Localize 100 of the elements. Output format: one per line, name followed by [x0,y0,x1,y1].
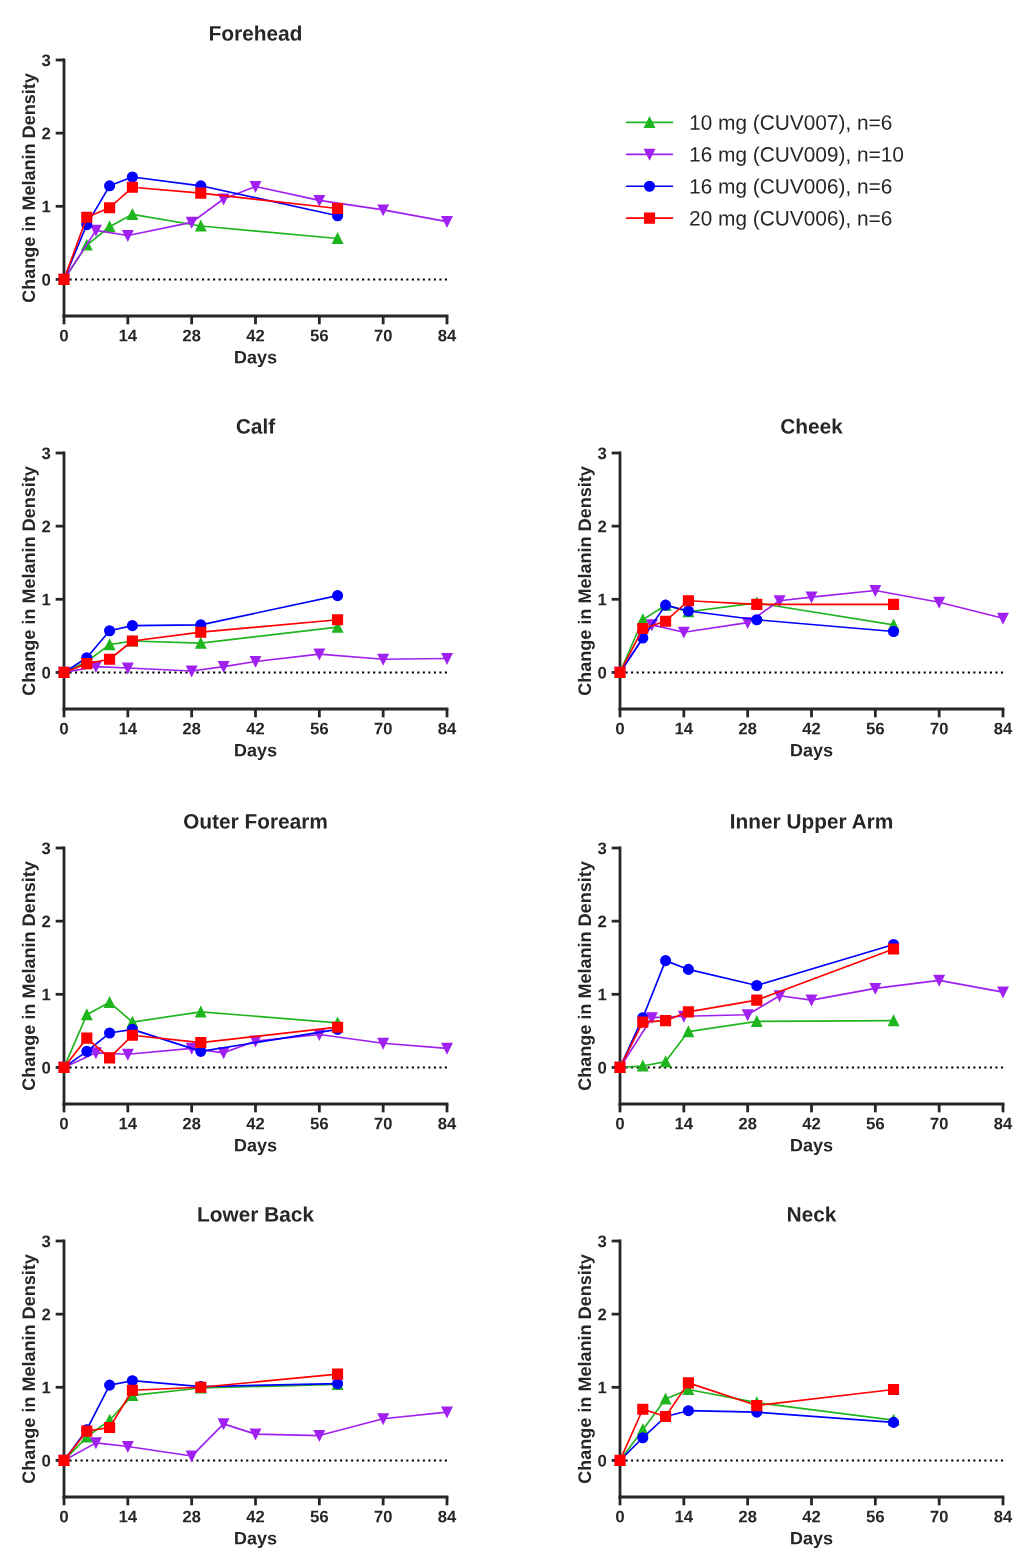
x-tick-label: 56 [310,1117,328,1130]
legend-label: 16 mg (CUV009), n=10 [690,146,904,166]
x-tick-label: 84 [438,1117,457,1130]
x-tick-label: 0 [60,1117,68,1130]
y-tick-label: 1 [42,200,51,213]
legend-label: 20 mg (CUV006), n=6 [690,210,892,230]
x-tick-label: 0 [616,1510,624,1523]
y-tick-label: 1 [42,988,51,1001]
x-tick-label: 14 [119,1117,138,1130]
y-tick-label: 3 [597,447,607,460]
y-tick-label: 3 [41,447,51,460]
legend-label: 10 mg (CUV007), n=6 [690,114,892,135]
y-tick-label: 1 [598,1381,607,1394]
y-tick-label: 3 [41,54,51,67]
chart-title: Forehead [210,25,302,41]
x-tick-label: 42 [246,722,265,735]
y-axis-title: Change in Melanin Density [577,861,595,1091]
y-axis-title: Change in Melanin Density [21,466,39,696]
x-tick-label: 28 [182,1510,201,1523]
x-tick-label: 70 [930,1510,948,1523]
y-tick-label: 0 [42,273,51,286]
y-tick-label: 0 [42,1454,51,1467]
y-axis-title: Change in Melanin Density [21,73,39,303]
x-tick-label: 84 [438,722,457,735]
x-tick-label: 42 [246,329,265,342]
chart-title: Neck [787,1206,837,1222]
y-tick-label: 1 [598,593,607,606]
y-tick-label: 0 [598,1454,607,1467]
x-tick-label: 56 [310,329,328,342]
x-tick-label: 0 [616,1117,624,1130]
x-tick-label: 14 [675,1117,694,1130]
y-tick-label: 3 [597,842,607,855]
x-tick-label: 42 [802,1510,821,1523]
x-tick-label: 28 [182,329,201,342]
x-tick-label: 56 [310,722,328,735]
x-axis-title: Days [791,743,833,761]
x-tick-label: 14 [675,1510,694,1523]
y-tick-label: 2 [42,1308,51,1321]
x-tick-label: 0 [60,1510,68,1523]
x-tick-label: 28 [182,1117,201,1130]
y-tick-label: 1 [42,593,51,606]
y-tick-label: 3 [41,1235,51,1248]
x-tick-label: 84 [994,1117,1013,1130]
x-tick-label: 0 [616,722,624,735]
x-axis-title: Days [235,1138,277,1156]
y-axis-title: Change in Melanin Density [577,466,595,696]
x-axis-title: Days [791,1138,833,1156]
x-tick-label: 42 [246,1117,265,1130]
y-tick-label: 2 [42,520,51,533]
legend-label: 16 mg (CUV006), n=6 [690,178,892,198]
x-tick-label: 28 [738,722,757,735]
x-tick-label: 28 [182,722,201,735]
x-tick-label: 14 [119,1510,138,1523]
x-tick-label: 84 [994,1510,1013,1523]
y-tick-label: 3 [41,842,51,855]
y-tick-label: 2 [42,127,51,140]
x-axis-title: Days [791,1531,833,1549]
y-axis-title: Change in Melanin Density [21,861,39,1091]
x-tick-label: 70 [374,722,392,735]
x-tick-label: 56 [866,722,884,735]
x-tick-label: 42 [246,1510,265,1523]
x-tick-label: 56 [310,1510,328,1523]
x-tick-label: 56 [866,1117,884,1130]
y-tick-label: 0 [42,666,51,679]
x-axis-title: Days [235,1531,277,1549]
chart-title: Calf [236,418,276,434]
y-axis-title: Change in Melanin Density [577,1254,595,1484]
y-tick-label: 1 [598,988,607,1001]
x-tick-label: 14 [119,329,138,342]
x-tick-label: 70 [374,329,392,342]
x-tick-label: 84 [438,1510,457,1523]
chart-title: Outer Forearm [184,814,327,829]
y-tick-label: 3 [597,1235,607,1248]
x-tick-label: 70 [374,1117,392,1130]
y-tick-label: 0 [598,666,607,679]
x-tick-label: 0 [60,329,68,342]
x-tick-label: 70 [930,722,948,735]
y-tick-label: 0 [42,1061,51,1074]
x-tick-label: 70 [374,1510,392,1523]
y-axis-title: Change in Melanin Density [21,1254,39,1484]
x-tick-label: 0 [60,722,68,735]
x-tick-label: 14 [119,722,138,735]
y-tick-label: 0 [598,1061,607,1074]
y-tick-label: 2 [598,520,607,533]
y-tick-label: 2 [42,915,51,928]
y-tick-label: 2 [598,915,607,928]
x-tick-label: 84 [994,722,1013,735]
x-tick-label: 70 [930,1117,948,1130]
x-axis-title: Days [235,350,277,368]
x-tick-label: 84 [438,329,457,342]
x-tick-label: 42 [802,1117,821,1130]
x-tick-label: 56 [866,1510,884,1523]
y-tick-label: 2 [598,1308,607,1321]
x-axis-title: Days [235,743,277,761]
x-tick-label: 28 [738,1117,757,1130]
chart-title: Lower Back [198,1206,314,1222]
x-tick-label: 28 [738,1510,757,1523]
chart-title: Cheek [781,418,843,434]
y-tick-label: 1 [42,1381,51,1394]
x-tick-label: 42 [802,722,821,735]
